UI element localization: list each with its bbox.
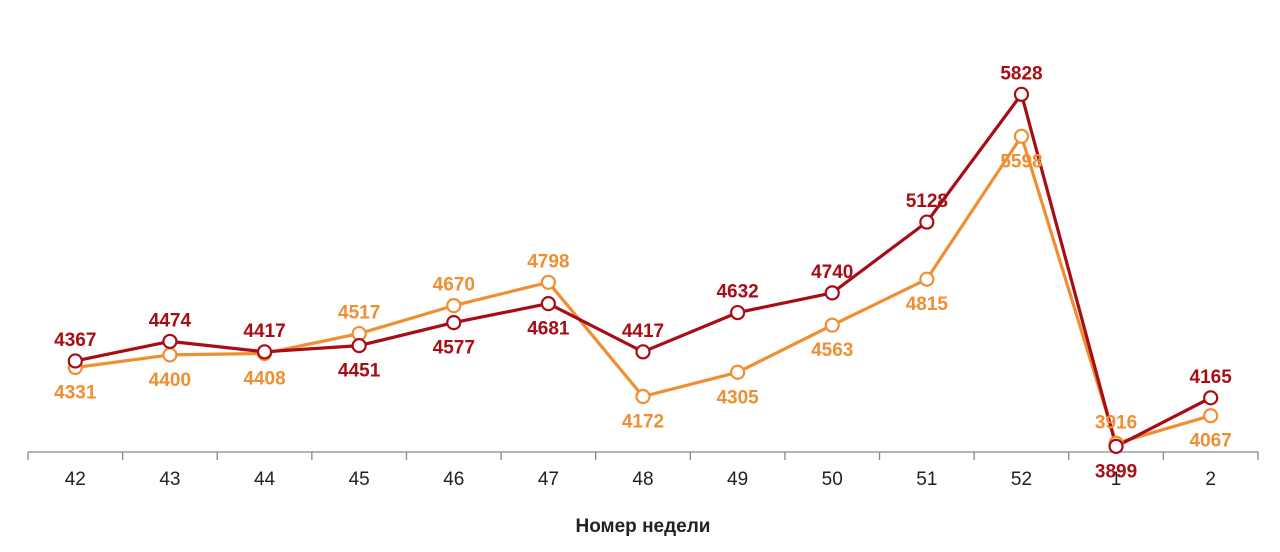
x-tick-label: 47 xyxy=(538,469,559,490)
data-point xyxy=(162,333,178,350)
series-markers xyxy=(67,86,1219,454)
data-label: 4474 xyxy=(149,310,192,331)
x-tick-label: 45 xyxy=(349,469,370,490)
data-label: 4798 xyxy=(527,251,569,272)
data-label: 5128 xyxy=(906,191,948,212)
x-axis-title: Номер недели xyxy=(575,516,710,537)
data-label: 4632 xyxy=(716,282,758,303)
data-label: 4417 xyxy=(622,321,664,342)
data-label: 4067 xyxy=(1190,431,1232,452)
data-point xyxy=(256,344,273,360)
data-point xyxy=(1013,128,1030,144)
data-point xyxy=(730,364,746,380)
x-tick-label: 52 xyxy=(1011,469,1032,490)
data-point xyxy=(730,304,746,321)
data-point xyxy=(1013,86,1030,102)
x-axis-tick-labels: 42 43 44 45 46 47 48 49 50 51 52 1 2 xyxy=(65,469,1216,490)
data-point xyxy=(635,388,651,405)
data-label: 4451 xyxy=(338,361,381,382)
x-tick-label: 44 xyxy=(254,469,276,490)
x-tick-label: 1 xyxy=(1111,469,1122,490)
data-point xyxy=(1108,438,1124,454)
data-label: 3916 xyxy=(1095,412,1137,433)
data-point xyxy=(635,344,651,360)
data-label: 4367 xyxy=(54,330,96,351)
data-point xyxy=(162,347,178,363)
x-tick-label: 48 xyxy=(632,469,653,490)
data-label: 3899 xyxy=(1095,461,1137,482)
x-tick-label: 43 xyxy=(159,469,180,490)
data-point xyxy=(67,353,83,369)
data-label: 4305 xyxy=(716,387,759,408)
data-point xyxy=(540,296,556,312)
data-label: 4408 xyxy=(243,368,285,389)
data-label: 4517 xyxy=(338,303,380,324)
data-label: 4563 xyxy=(811,340,853,361)
data-point xyxy=(919,214,935,230)
x-tick-label: 46 xyxy=(443,469,464,490)
data-label: 4815 xyxy=(906,294,949,315)
data-label: 4172 xyxy=(622,412,664,433)
data-label: 5598 xyxy=(1000,151,1042,172)
x-tick-label: 50 xyxy=(822,469,843,490)
data-label: 4681 xyxy=(527,319,570,340)
data-point xyxy=(540,274,556,290)
data-point xyxy=(446,315,462,331)
data-label: 4670 xyxy=(433,275,475,296)
data-label: 4577 xyxy=(433,338,475,359)
data-labels: 4367 4474 4417 4451 4577 4681 4417 4632 4740 5128… xyxy=(54,63,1232,482)
data-point xyxy=(1203,390,1219,406)
data-label: 4740 xyxy=(811,262,853,283)
x-tick-label: 42 xyxy=(65,469,86,490)
data-label: 4417 xyxy=(243,321,285,342)
data-label: 4400 xyxy=(149,370,191,391)
data-label: 4165 xyxy=(1190,367,1233,388)
data-point xyxy=(824,285,840,301)
data-label: 5828 xyxy=(1000,63,1042,84)
x-tick-label: 2 xyxy=(1205,469,1216,490)
data-label: 4331 xyxy=(54,383,97,404)
data-point xyxy=(351,338,367,354)
data-point xyxy=(919,271,935,287)
data-point xyxy=(446,298,462,314)
data-point xyxy=(824,317,840,333)
x-tick-label: 51 xyxy=(916,469,937,490)
x-axis-ticks xyxy=(27,452,1259,460)
data-point xyxy=(1203,408,1219,424)
x-tick-label: 49 xyxy=(727,469,748,490)
